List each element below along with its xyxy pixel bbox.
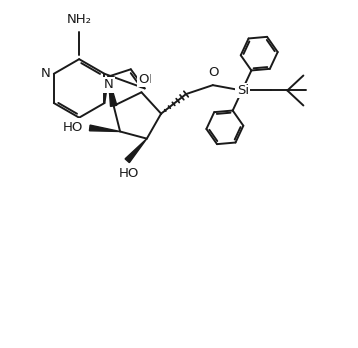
Polygon shape	[125, 139, 147, 163]
Text: N: N	[41, 67, 51, 80]
Text: NH₂: NH₂	[67, 13, 92, 26]
Text: O: O	[208, 66, 218, 79]
Text: N: N	[103, 78, 113, 92]
Text: Si: Si	[237, 84, 249, 97]
Text: HO: HO	[63, 121, 83, 134]
Text: N: N	[74, 119, 84, 133]
Text: N: N	[142, 73, 151, 86]
Text: HO: HO	[119, 167, 139, 180]
Text: O: O	[138, 73, 149, 86]
Polygon shape	[90, 125, 120, 132]
Polygon shape	[108, 77, 117, 106]
